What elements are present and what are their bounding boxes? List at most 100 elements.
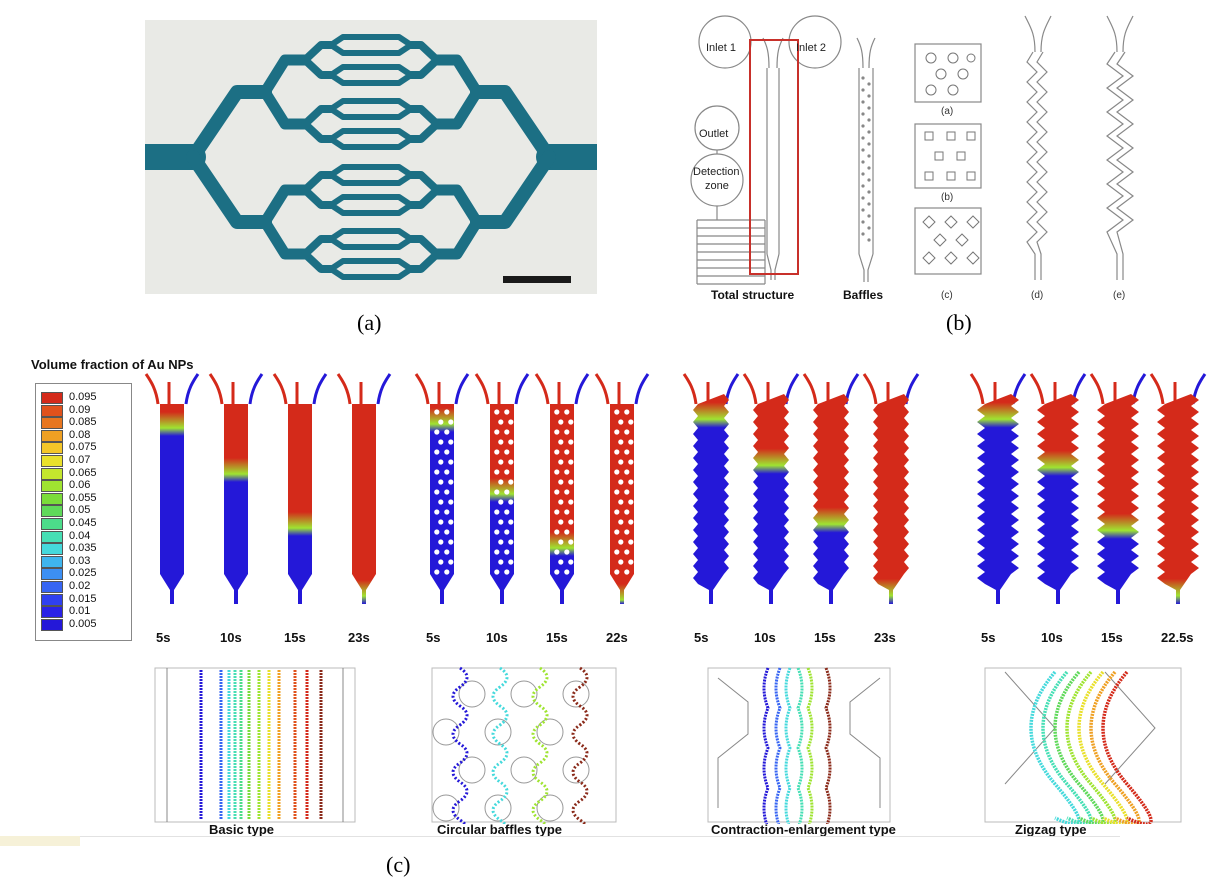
baffle-hole: [504, 509, 510, 515]
legend-value: 0.075: [69, 441, 97, 454]
time-label: 5s: [426, 630, 441, 645]
baffle-hole: [628, 439, 634, 445]
baffle-hole: [564, 509, 570, 515]
legend-swatch: [41, 492, 63, 505]
inlet-arm-hot: [272, 373, 288, 405]
baffle-hole: [448, 459, 454, 465]
legend-row: 0.015: [41, 592, 125, 606]
baffle-hole: [444, 549, 450, 555]
baffle-hole: [508, 499, 514, 505]
inlet-arm-hot: [1089, 373, 1105, 405]
inlet-arm-cold: [514, 373, 530, 405]
channel-body: [693, 394, 729, 604]
inlet-arm-hot: [208, 373, 224, 405]
baffle-hole: [558, 479, 564, 485]
sub-e-label: (e): [1113, 290, 1126, 301]
baffle-hole: [434, 489, 440, 495]
baffle-hole: [558, 439, 564, 445]
baffle-hole: [564, 489, 570, 495]
total-structure-label: Total structure: [711, 288, 795, 302]
baffle-hole: [438, 499, 444, 505]
particle-path: [762, 667, 770, 824]
particle-path: [774, 667, 782, 824]
inlet-arm-cold: [454, 373, 470, 405]
baffle-hole: [624, 449, 630, 455]
baffle-circle: [484, 718, 512, 746]
baffle-hole: [614, 509, 620, 515]
baffle-hole: [444, 529, 450, 535]
baffle-hole: [624, 489, 630, 495]
legend-title: Volume fraction of Au NPs: [31, 357, 194, 372]
baffle-circle: [536, 718, 564, 746]
baffle-hole: [618, 499, 624, 505]
time-label: 23s: [348, 630, 370, 645]
time-label: 23s: [874, 630, 896, 645]
legend-row: 0.075: [41, 441, 125, 455]
trajectory-box: [154, 667, 356, 823]
baffle-hole: [504, 449, 510, 455]
legend-swatch: [41, 530, 63, 543]
legend-value: 0.04: [69, 529, 91, 542]
particle-path: [1041, 670, 1093, 824]
baffle-hole: [614, 569, 620, 575]
baffle-hole: [568, 419, 574, 425]
legend-value: 0.08: [69, 428, 91, 441]
baffle-hole: [508, 459, 514, 465]
baffle-hole: [628, 479, 634, 485]
baffle-hole: [444, 449, 450, 455]
particle-path: [491, 666, 509, 824]
legend-value: 0.06: [69, 479, 91, 492]
baffle-hole: [618, 519, 624, 525]
baffle-hole: [554, 409, 560, 415]
baffle-hole: [448, 519, 454, 525]
baffle-hole: [498, 499, 504, 505]
baffle-circle: [458, 756, 486, 784]
baffle-hole: [444, 489, 450, 495]
legend-swatch: [41, 442, 63, 455]
baffle-hole: [494, 449, 500, 455]
outlet-label: Outlet: [699, 128, 729, 140]
particle-path: [1089, 670, 1141, 824]
legend-value: 0.015: [69, 592, 97, 605]
legend-value: 0.03: [69, 554, 91, 567]
baffle-hole: [618, 539, 624, 545]
baffle-hole: [434, 469, 440, 475]
panel-b-schematic: Inlet 1 Inlet 2 Outlet Detection zone To…: [675, 8, 1195, 304]
inlet-arm-hot: [414, 373, 430, 405]
baffle-hole: [508, 559, 514, 565]
baffle-hole: [624, 529, 630, 535]
channel-body: [1157, 394, 1199, 604]
baffle-hole: [564, 569, 570, 575]
baffle-hole: [494, 469, 500, 475]
baffle-circle: [510, 756, 538, 784]
legend-value: 0.09: [69, 403, 91, 416]
legend-swatch: [41, 417, 63, 430]
baffle-hole: [504, 529, 510, 535]
baffle-hole: [624, 429, 630, 435]
baffle-hole: [614, 449, 620, 455]
baffle-hole: [494, 569, 500, 575]
time-label: 15s: [814, 630, 836, 645]
time-label: 10s: [220, 630, 242, 645]
legend-row: 0.03: [41, 554, 125, 568]
group-label: Circular baffles type: [437, 822, 562, 837]
channel-body: [873, 394, 909, 604]
baffle-hole: [444, 409, 450, 415]
channel-body: [753, 394, 789, 604]
inlet-arm-hot: [802, 373, 818, 405]
particle-path: [784, 667, 792, 824]
baffle-hole: [444, 509, 450, 515]
baffle-hole: [434, 529, 440, 535]
baffle-hole: [624, 569, 630, 575]
legend-value: 0.05: [69, 504, 91, 517]
baffle-hole: [438, 439, 444, 445]
baffle-hole: [568, 559, 574, 565]
baffle-hole: [554, 549, 560, 555]
detection-label-line2: zone: [705, 180, 729, 192]
particle-path: [1101, 670, 1153, 824]
inlet-arm-hot: [144, 373, 160, 405]
baffle-hole: [434, 569, 440, 575]
baffle-hole: [554, 449, 560, 455]
baffle-hole: [498, 539, 504, 545]
inlet-arm-hot: [1149, 373, 1165, 405]
